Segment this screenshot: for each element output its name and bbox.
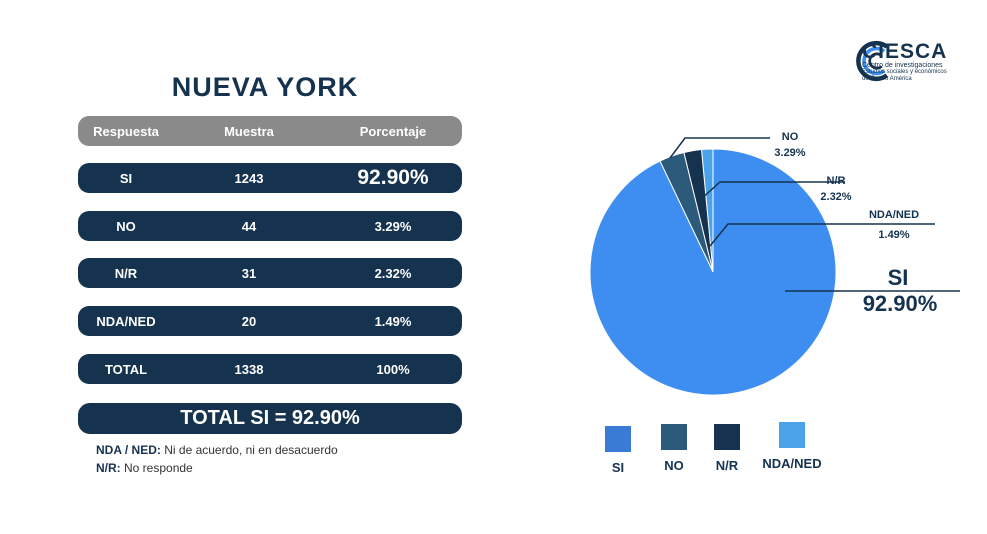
pie-chart: NO 3.29% N/R 2.32% NDA/NED 1.49% SI 92.9… (589, 131, 960, 396)
row-respuesta: TOTAL (104, 361, 148, 377)
logo-wordmark: CIESCA Centro de investigaciones Estudio… (862, 40, 948, 83)
row-porcentaje: 92.90% (357, 166, 429, 189)
leader-line-nda (709, 223, 935, 247)
row-muestra: 31 (241, 265, 257, 281)
legend-swatch (714, 424, 740, 450)
note-nda-ned: NDA / NED: Ni de acuerdo, ni en desacuer… (96, 443, 338, 457)
logo-name: CIESCA (862, 40, 948, 63)
legend-item-no: NO (652, 424, 696, 473)
note-nr: N/R: No responde (96, 461, 193, 475)
note-key: NDA / NED: (96, 443, 161, 457)
legend-swatch (661, 424, 687, 450)
table-row: N/R 31 2.32% (78, 258, 462, 288)
header-porcentaje: Porcentaje (359, 123, 427, 139)
table-header: Respuesta Muestra Porcentaje (78, 116, 462, 146)
row-respuesta: NO (116, 218, 136, 234)
value-si: 92.90% (863, 291, 938, 316)
header-muestra: Muestra (224, 123, 274, 139)
logo-line1: Centro de investigaciones (862, 62, 943, 69)
pie-slice-si (589, 148, 837, 396)
label-no: NO (782, 131, 799, 143)
row-muestra: 20 (241, 313, 257, 329)
page-title: NUEVA YORK (171, 72, 359, 102)
legend-item-si: SI (596, 426, 640, 475)
leader-line-no (669, 137, 770, 159)
table-row: NDA/NED 20 1.49% (78, 306, 462, 336)
row-porcentaje: 3.29% (374, 218, 412, 234)
row-muestra: 44 (241, 218, 257, 234)
legend-label: SI (611, 460, 625, 475)
header-respuesta: Respuesta (93, 123, 159, 139)
note-key: N/R: (96, 461, 121, 475)
legend-item-nda-ned: NDA/NED (752, 422, 832, 471)
row-porcentaje: 100% (376, 361, 410, 377)
row-respuesta: NDA/NED (96, 313, 156, 329)
legend-swatch (779, 422, 805, 448)
logo-line2: Estudios sociales y económicos (862, 69, 947, 75)
logo-line3: de Centro América (862, 76, 912, 82)
table-row: SI 1243 92.90% (78, 163, 462, 193)
row-muestra: 1243 (234, 170, 264, 186)
ciesca-logo-icon (856, 40, 889, 82)
legend-label: NO (664, 458, 684, 473)
note-text: Ni de acuerdo, ni en desacuerdo (160, 443, 338, 457)
label-nr: N/R (827, 175, 846, 187)
row-porcentaje: 2.32% (374, 265, 412, 281)
value-nr: 2.32% (820, 191, 851, 203)
table-row-total: TOTAL 1338 100% (78, 354, 462, 384)
table-row: NO 44 3.29% (78, 211, 462, 241)
legend-item-nr: N/R (705, 424, 749, 473)
row-muestra: 1338 (234, 361, 264, 377)
row-porcentaje: 1.49% (374, 313, 412, 329)
value-nda-ned: 1.49% (878, 229, 909, 241)
legend-swatch (605, 426, 631, 452)
legend-label: N/R (715, 458, 739, 473)
total-si-banner: TOTAL SI = 92.90% (78, 403, 462, 434)
label-si: SI (888, 265, 909, 290)
note-text: No responde (120, 461, 193, 475)
row-respuesta: SI (119, 170, 133, 186)
value-no: 3.29% (774, 147, 805, 159)
row-respuesta: N/R (114, 265, 138, 281)
label-nda-ned: NDA/NED (869, 209, 919, 221)
leader-line-nr (699, 181, 845, 201)
legend-label: NDA/NED (762, 456, 822, 471)
